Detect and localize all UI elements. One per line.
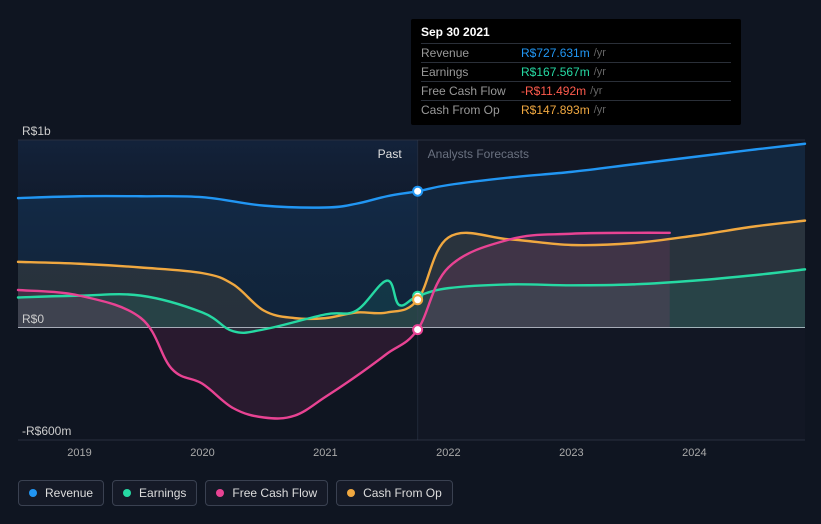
legend-label: Earnings xyxy=(139,486,186,500)
x-axis-label: 2023 xyxy=(559,447,583,459)
y-axis-label: R$1b xyxy=(22,124,51,138)
tooltip-metric-value: R$147.893m xyxy=(521,103,590,117)
legend-swatch xyxy=(347,489,355,497)
chart-tooltip: Sep 30 2021 RevenueR$727.631m/yrEarnings… xyxy=(411,19,741,125)
forecast-section-label: Analysts Forecasts xyxy=(428,147,529,161)
x-axis-label: 2020 xyxy=(190,447,214,459)
tooltip-metric-value: -R$11.492m xyxy=(521,84,586,98)
x-axis-label: 2019 xyxy=(67,447,91,459)
tooltip-metric-value: R$167.567m xyxy=(521,65,590,79)
legend-label: Cash From Op xyxy=(363,486,442,500)
x-axis-label: 2022 xyxy=(436,447,460,459)
legend-item-free-cash-flow[interactable]: Free Cash Flow xyxy=(205,480,328,506)
tooltip-metric-value: R$727.631m xyxy=(521,46,590,60)
tooltip-unit: /yr xyxy=(590,85,602,97)
legend-swatch xyxy=(29,489,37,497)
tooltip-row: RevenueR$727.631m/yr xyxy=(421,43,731,62)
tooltip-unit: /yr xyxy=(594,47,606,59)
tooltip-unit: /yr xyxy=(594,104,606,116)
tooltip-date: Sep 30 2021 xyxy=(421,25,731,43)
tooltip-row: Free Cash Flow-R$11.492m/yr xyxy=(421,81,731,100)
y-axis-label: R$0 xyxy=(22,312,44,326)
tooltip-metric-label: Cash From Op xyxy=(421,103,521,117)
legend-label: Free Cash Flow xyxy=(232,486,317,500)
tooltip-metric-label: Earnings xyxy=(421,65,521,79)
legend-swatch xyxy=(216,489,224,497)
legend-item-cash-from-op[interactable]: Cash From Op xyxy=(336,480,453,506)
tooltip-unit: /yr xyxy=(594,66,606,78)
legend-item-earnings[interactable]: Earnings xyxy=(112,480,197,506)
tooltip-row: EarningsR$167.567m/yr xyxy=(421,62,731,81)
tooltip-metric-label: Revenue xyxy=(421,46,521,60)
tooltip-row: Cash From OpR$147.893m/yr xyxy=(421,100,731,119)
legend-label: Revenue xyxy=(45,486,93,500)
chart-legend: Revenue Earnings Free Cash Flow Cash From O… xyxy=(18,480,453,506)
tooltip-metric-label: Free Cash Flow xyxy=(421,84,521,98)
legend-swatch xyxy=(123,489,131,497)
x-axis-label: 2024 xyxy=(682,447,706,459)
financial-chart: R$1b R$0 -R$600m Past Analysts Forecasts 2… xyxy=(0,0,821,524)
past-section-label: Past xyxy=(378,147,402,161)
x-axis-label: 2021 xyxy=(313,447,337,459)
y-axis-label: -R$600m xyxy=(22,424,71,438)
legend-item-revenue[interactable]: Revenue xyxy=(18,480,104,506)
